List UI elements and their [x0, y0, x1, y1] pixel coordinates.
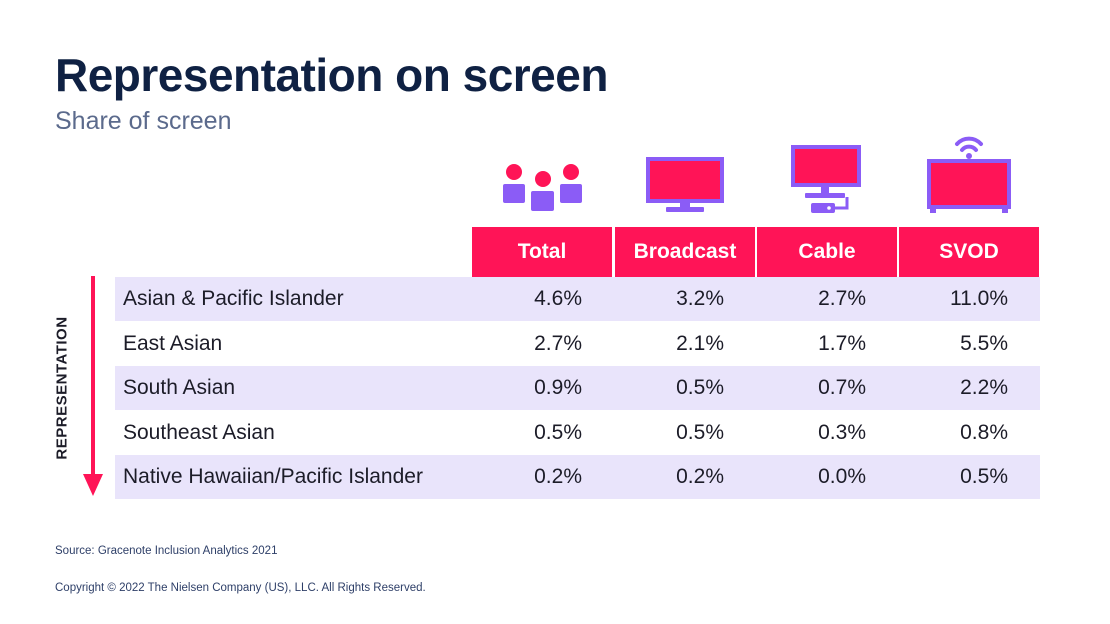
copyright-note: Copyright © 2022 The Nielsen Company (US… [55, 582, 426, 594]
cell-svod: 2.2% [960, 376, 1008, 399]
cell-cable: 0.7% [818, 376, 866, 399]
row-label: Asian & Pacific Islander [123, 287, 344, 310]
cell-broadcast: 0.5% [676, 376, 724, 399]
cell-svod: 0.5% [960, 465, 1008, 488]
cell-svod: 0.8% [960, 421, 1008, 444]
column-header-cable: Cable [757, 227, 897, 277]
cell-cable: 2.7% [818, 287, 866, 310]
table-row: Southeast Asian 0.5% 0.5% 0.3% 0.8% [115, 411, 1040, 455]
page-subtitle: Share of screen [55, 107, 232, 135]
cell-broadcast: 2.1% [676, 332, 724, 355]
cell-total: 0.9% [534, 376, 582, 399]
column-header-broadcast: Broadcast [615, 227, 755, 277]
table-row: South Asian 0.9% 0.5% 0.7% 2.2% [115, 366, 1040, 410]
down-arrow-icon [83, 276, 103, 496]
cell-broadcast: 0.5% [676, 421, 724, 444]
cell-svod: 11.0% [950, 287, 1008, 310]
streaming-tv-icon [927, 136, 1011, 213]
cell-total: 4.6% [534, 287, 582, 310]
column-header-svod: SVOD [899, 227, 1039, 277]
cell-svod: 5.5% [960, 332, 1008, 355]
cell-cable: 1.7% [818, 332, 866, 355]
cell-broadcast: 0.2% [676, 465, 724, 488]
television-icon [646, 157, 724, 212]
row-label: East Asian [123, 332, 223, 355]
row-label: Native Hawaiian/Pacific Islander [123, 465, 423, 488]
axis-label-representation: REPRESENTATION [53, 316, 71, 460]
table-row: Asian & Pacific Islander 4.6% 3.2% 2.7% … [115, 277, 1040, 321]
cell-broadcast: 3.2% [676, 287, 724, 310]
cell-cable: 0.0% [818, 465, 866, 488]
source-note: Source: Gracenote Inclusion Analytics 20… [55, 545, 278, 557]
table-row: Native Hawaiian/Pacific Islander 0.2% 0.… [115, 455, 1040, 499]
column-header-total: Total [472, 227, 612, 277]
row-label: South Asian [123, 376, 236, 399]
cell-total: 2.7% [534, 332, 582, 355]
tv-cable-box-icon [791, 145, 861, 213]
cell-total: 0.5% [534, 421, 582, 444]
row-label: Southeast Asian [123, 421, 275, 444]
table-row: East Asian 2.7% 2.1% 1.7% 5.5% [115, 322, 1040, 366]
people-group-icon [503, 164, 582, 211]
page-title: Representation on screen [55, 49, 608, 101]
cell-cable: 0.3% [818, 421, 866, 444]
cell-total: 0.2% [534, 465, 582, 488]
